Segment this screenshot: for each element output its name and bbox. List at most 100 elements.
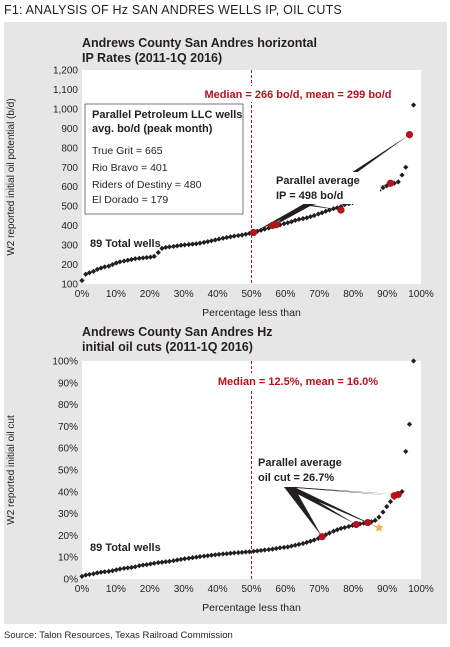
well-point: [166, 244, 173, 250]
well-point: [311, 212, 317, 219]
chart-title-line1: Andrews County San Andres horizontal: [82, 36, 317, 50]
well-point: [406, 421, 413, 427]
well-point: [304, 215, 310, 221]
callout-pointer: [284, 487, 357, 525]
well-point: [243, 231, 249, 237]
x-tick-label: 20%: [140, 584, 160, 595]
well-point: [147, 254, 154, 260]
well-point: [292, 542, 298, 548]
well-point: [235, 550, 241, 556]
well-point: [395, 179, 401, 185]
y-tick-label: 0%: [64, 575, 79, 586]
parallel-well-point: [318, 533, 326, 541]
well-point: [285, 220, 291, 226]
well-point: [216, 236, 222, 242]
callout-pointer: [284, 487, 399, 495]
well-point: [193, 554, 199, 560]
total-wells-label: 89 Total wells: [90, 542, 161, 554]
well-point: [106, 568, 112, 574]
y-tick-label: 50%: [58, 466, 78, 477]
well-point: [220, 235, 226, 241]
well-point: [262, 226, 268, 232]
well-point: [121, 258, 127, 264]
well-point: [323, 208, 329, 214]
well-point: [235, 232, 241, 239]
chart-title-line1: Andrews County San Andres Hz: [82, 325, 273, 339]
callout-pointer: [284, 487, 323, 537]
well-point: [205, 238, 211, 245]
median-label-bg: [187, 373, 409, 389]
x-tick-label: 0%: [75, 584, 90, 595]
legend-well-entry: True Grit = 665: [92, 145, 163, 157]
well-point: [83, 271, 89, 277]
well-point: [368, 519, 375, 525]
well-point: [357, 521, 363, 527]
y-tick-label: 30%: [58, 509, 78, 520]
well-point: [155, 249, 161, 256]
well-point: [342, 524, 348, 531]
well-point: [212, 237, 218, 243]
x-tick-label: 70%: [309, 289, 329, 300]
well-point: [266, 546, 272, 553]
well-point: [224, 234, 230, 241]
x-tick-label: 40%: [208, 584, 228, 595]
well-point: [109, 261, 116, 268]
well-point: [186, 241, 192, 248]
well-point: [128, 564, 135, 571]
well-point: [220, 551, 226, 557]
well-point: [372, 517, 378, 523]
y-tick-label: 300: [61, 241, 78, 252]
x-tick-label: 100%: [408, 289, 434, 300]
well-point: [323, 532, 329, 538]
callout-pointer: [284, 487, 395, 496]
well-point: [144, 254, 150, 261]
well-point: [197, 240, 203, 246]
well-point: [330, 528, 337, 534]
average-label-line1: Parallel average: [258, 457, 342, 469]
well-point: [319, 210, 325, 216]
well-point: [216, 551, 222, 557]
well-point: [170, 243, 177, 250]
well-point: [243, 549, 249, 555]
x-tick-label: 30%: [174, 584, 194, 595]
x-tick-label: 30%: [174, 289, 194, 300]
y-tick-label: 20%: [58, 531, 78, 542]
well-point: [106, 263, 112, 269]
y-tick-label: 200: [61, 260, 78, 271]
well-point: [132, 564, 138, 570]
well-point: [387, 499, 394, 505]
y-tick-label: 1,200: [53, 66, 78, 77]
well-point: [334, 205, 340, 211]
well-point: [136, 255, 142, 261]
well-point: [288, 543, 295, 549]
well-point: [250, 548, 257, 554]
well-point: [410, 358, 417, 364]
y-tick-label: 700: [61, 163, 78, 174]
y-tick-label: 1,000: [53, 104, 78, 115]
well-point: [86, 270, 93, 276]
x-tick-label: 0%: [75, 289, 90, 300]
y-tick-label: 60%: [58, 444, 78, 455]
well-point: [410, 102, 417, 108]
well-point: [182, 556, 188, 562]
x-tick-label: 10%: [106, 289, 126, 300]
y-tick-label: 400: [61, 221, 78, 232]
well-point: [113, 260, 119, 266]
well-point: [205, 553, 211, 559]
well-point: [140, 255, 146, 261]
well-point: [182, 242, 188, 248]
well-point: [189, 555, 196, 561]
well-point: [285, 544, 291, 550]
well-point: [208, 552, 215, 558]
average-label-bg: [272, 172, 380, 204]
parallel-well-point: [272, 221, 280, 229]
well-point: [224, 551, 230, 557]
well-point: [86, 571, 93, 578]
well-point: [94, 570, 100, 576]
well-point: [300, 540, 306, 547]
well-point: [296, 216, 302, 223]
well-point: [296, 541, 302, 547]
well-point: [174, 557, 180, 563]
well-point: [384, 183, 390, 189]
